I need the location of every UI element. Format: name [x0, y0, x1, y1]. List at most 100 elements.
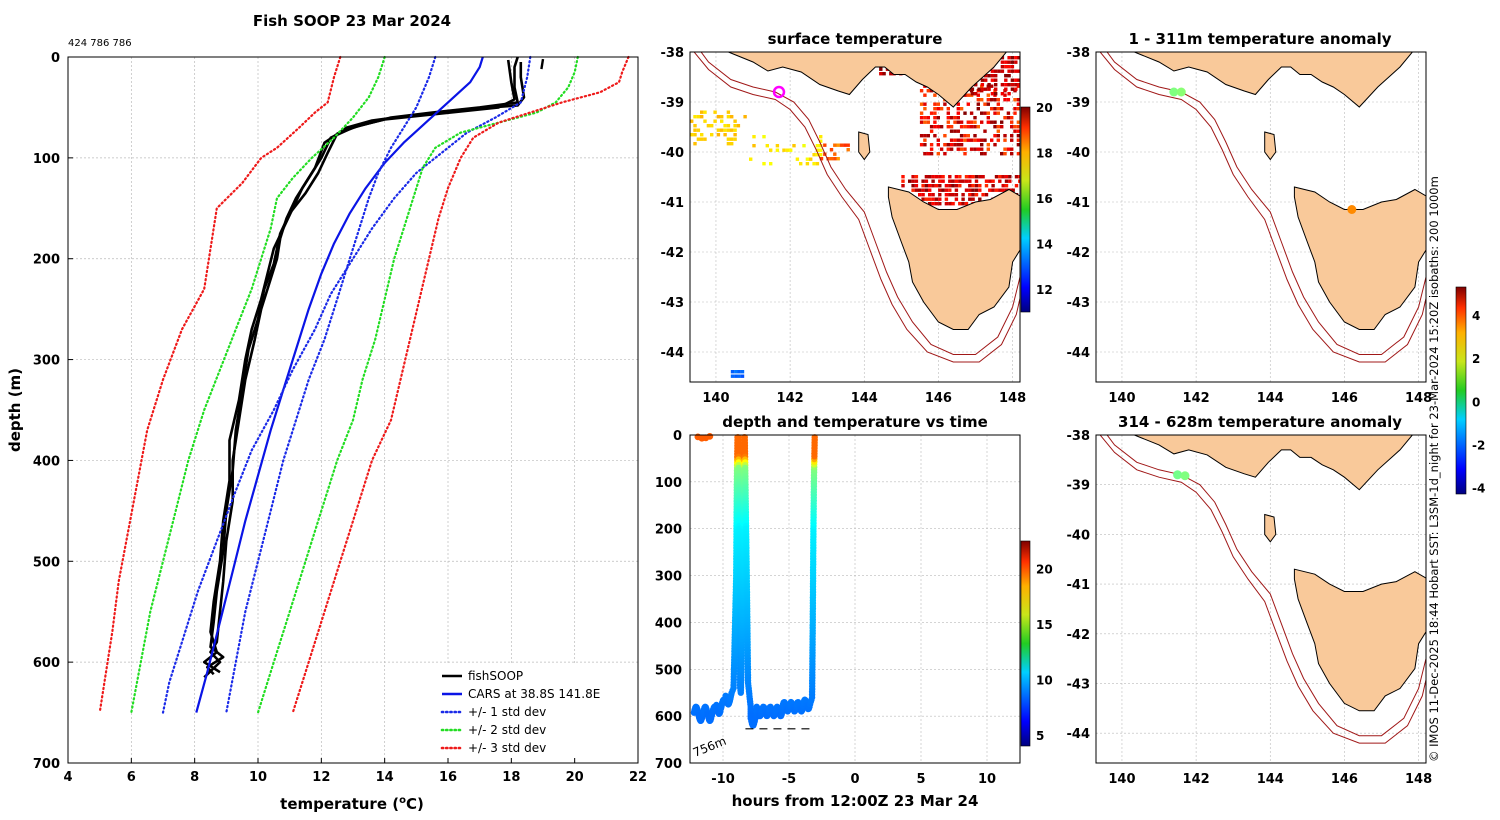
sst-pixel — [934, 202, 939, 206]
sst-pixel — [944, 188, 949, 192]
x-tick-label: 22 — [629, 770, 647, 785]
sst-pixel — [734, 370, 738, 374]
sst-pixel — [963, 147, 967, 151]
sst-pixel — [929, 129, 934, 133]
sst-pixel — [1010, 60, 1015, 64]
sst-pixel — [914, 175, 919, 179]
sst-pixel — [946, 120, 950, 124]
sst-pixel — [1003, 98, 1007, 102]
sst-pixel — [986, 102, 990, 106]
sst-pixel — [1016, 102, 1020, 106]
sst-pixel — [963, 111, 967, 115]
sst-pixel — [923, 134, 927, 138]
y-tick-label: 100 — [655, 476, 682, 491]
sst-pixel — [716, 133, 721, 137]
sst-pixel — [737, 370, 741, 374]
sst-pixel — [1004, 87, 1008, 91]
sst-pixel — [938, 202, 942, 206]
sst-pixel — [959, 120, 964, 124]
sst-pixel — [693, 128, 697, 132]
sst-pixel — [954, 184, 959, 188]
sst-pixel — [723, 124, 727, 128]
sst-pixel — [928, 184, 932, 188]
sst-pixel — [914, 188, 919, 192]
sst-pixel — [931, 175, 935, 179]
sst-pixel — [833, 143, 837, 147]
x-tick-label: 5 — [916, 772, 925, 787]
sst-pixel — [980, 120, 984, 124]
sst-pixel — [951, 193, 955, 197]
sst-pixel — [833, 157, 837, 161]
sst-pixel — [936, 116, 940, 120]
sst-pixel — [815, 148, 820, 152]
sst-pixel — [980, 98, 984, 102]
sst-pixel — [973, 138, 977, 142]
sst-pixel — [994, 83, 998, 87]
sst-pixel — [919, 102, 924, 106]
sst-pixel — [1013, 129, 1017, 133]
sst-pixel — [733, 124, 737, 128]
tasmania — [1293, 568, 1426, 712]
sst-pixel — [928, 188, 932, 192]
sst-pixel — [966, 93, 970, 97]
sst-pixel — [911, 179, 915, 183]
y-tick-label: -43 — [1067, 677, 1091, 692]
colorbar-tick-label: -2 — [1472, 438, 1485, 452]
sst-pixel — [749, 157, 753, 161]
sst-pixel — [730, 137, 734, 141]
legend-entry: +/- 2 std dev — [468, 723, 546, 737]
timeseries-colorbar-ticks: 20 15 10 5 — [1036, 563, 1053, 743]
sst-pixel — [785, 148, 790, 152]
sst-pixel — [819, 139, 823, 143]
sst-pixel — [993, 125, 997, 129]
sst-pixel — [1000, 125, 1004, 129]
sst-pixel — [693, 142, 697, 146]
colorbar-tick-label: -4 — [1472, 482, 1485, 496]
sst-pixel — [733, 137, 737, 141]
sst-pixel — [946, 107, 950, 111]
timeseries-frame — [689, 434, 1021, 764]
y-tick-label: -38 — [1067, 429, 1091, 444]
series-fishsoop-cast-1 — [203, 56, 519, 679]
x-tick-label: 4 — [63, 770, 72, 785]
anomaly-point — [1347, 205, 1357, 214]
sst-pixel — [1010, 56, 1015, 60]
sst-pixel — [815, 144, 820, 148]
x-tick-label: 140 — [1108, 772, 1135, 787]
sst-pixel — [889, 72, 893, 76]
profile-lines — [98, 55, 630, 714]
sst-pixel — [949, 125, 954, 129]
sst-pixel — [986, 143, 990, 147]
sst-pixel — [693, 133, 697, 137]
sst-pixel — [938, 188, 942, 192]
y-tick-label: -38 — [1067, 46, 1091, 61]
sst-pixel — [1000, 92, 1005, 96]
sst-pixel — [953, 120, 957, 124]
sst-pixel — [936, 125, 940, 129]
sst-pixel — [736, 124, 741, 128]
sst-pixel — [974, 175, 979, 179]
sst-pixel — [923, 116, 927, 120]
sst-pixel — [996, 129, 1000, 133]
sst-pixel — [970, 92, 975, 96]
sst-pixel — [911, 184, 915, 188]
sst-pixel — [954, 188, 959, 192]
sst-pixel — [986, 93, 990, 97]
y-tick-label: -41 — [661, 196, 685, 211]
sst-pixel — [734, 374, 738, 378]
sst-pixel — [980, 152, 984, 156]
sst-pixel — [928, 197, 932, 201]
sst-pixel — [740, 374, 745, 378]
sst-pixel — [914, 184, 919, 188]
sst-pixel — [976, 138, 980, 142]
sst-pixel — [959, 125, 964, 129]
sst-pixel — [933, 102, 937, 106]
sst-pixel — [1017, 83, 1020, 87]
profile-title: Fish SOOP 23 Mar 2024 — [253, 12, 451, 30]
sst-pixel — [921, 179, 925, 183]
isobath-1000m — [693, 52, 1020, 363]
sst-pixel — [956, 147, 960, 151]
sst-pixel — [723, 133, 727, 137]
bottom-depth-label: 756m — [691, 734, 728, 760]
